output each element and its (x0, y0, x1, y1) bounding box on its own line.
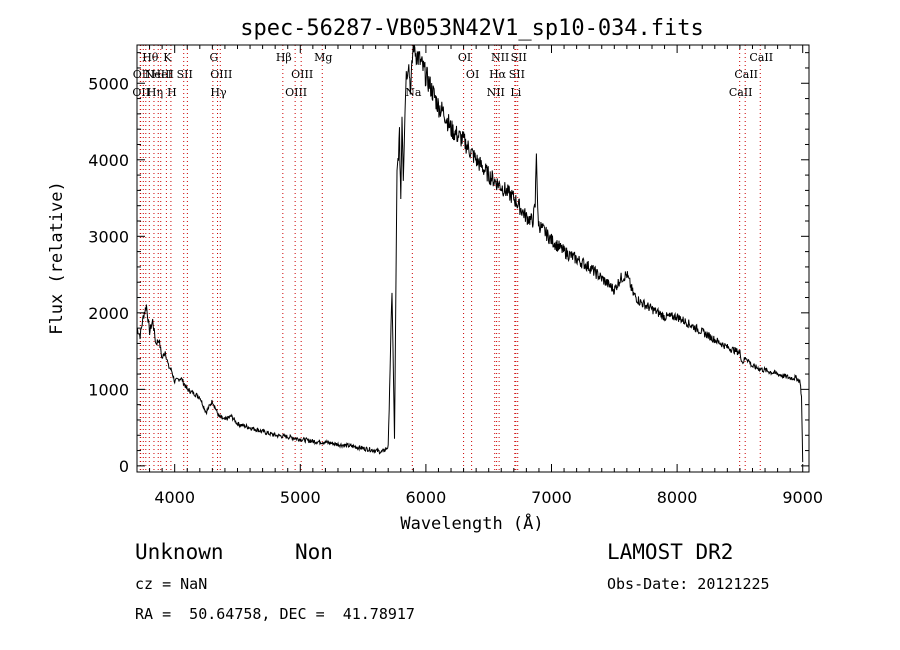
line-label: NII (491, 51, 509, 64)
line-label: CaII (749, 51, 773, 64)
y-tick-label: 1000 (88, 380, 129, 399)
ra-dec-coordinates: RA = 50.64758, DEC = 41.78917 (135, 605, 415, 623)
spectral-subclass: Non (295, 540, 333, 564)
line-label: OI (458, 51, 471, 64)
x-tick-label: 7000 (531, 488, 572, 507)
line-label: SII (509, 68, 525, 81)
plot-frame (136, 44, 810, 473)
line-label: HeI (152, 68, 172, 81)
y-tick-label: 0 (119, 457, 129, 476)
line-label: H (167, 86, 177, 99)
line-label: Hθ (142, 51, 159, 64)
y-tick-label: 4000 (88, 151, 129, 170)
line-label: Hγ (210, 86, 227, 99)
line-label: SII (177, 68, 193, 81)
line-label: OIII (210, 68, 232, 81)
y-tick-label: 3000 (88, 227, 129, 246)
survey-name: LAMOST DR2 (607, 540, 734, 564)
line-label: OI (466, 68, 479, 81)
line-label: Na (405, 86, 422, 99)
line-label: Hβ (276, 51, 292, 64)
line-marker-layer: OIIOIIHθHηNeIIIHeIKHSIIGHγOIIIHβOIIIOIII… (132, 45, 773, 472)
x-tick-label: 5000 (280, 488, 321, 507)
line-label: Mg (314, 51, 332, 64)
x-tick-label: 4000 (154, 488, 195, 507)
y-axis-label: Flux (relative) (47, 181, 67, 335)
tick-layer: 4000 5000 6000 7000 8000 9000 0 1000 2000 3000 400… (88, 45, 823, 507)
line-label: CaII (729, 86, 753, 99)
redshift-cz: cz = NaN (135, 575, 208, 593)
line-label: OIII (285, 86, 307, 99)
line-label: Hα (489, 68, 507, 81)
line-label: G (209, 51, 218, 64)
chart-title: spec-56287-VB053N42V1_sp10-034.fits (240, 16, 704, 41)
observation-date: Obs-Date: 20121225 (607, 575, 770, 593)
line-label: OIII (291, 68, 313, 81)
spectral-class: Unknown (135, 540, 224, 564)
line-label: Li (510, 86, 521, 99)
line-label: K (163, 51, 172, 64)
x-tick-label: 9000 (782, 488, 823, 507)
y-tick-label: 5000 (88, 74, 129, 93)
x-axis-label: Wavelength (Å) (400, 512, 543, 534)
y-tick-label: 2000 (88, 304, 129, 323)
line-label: Hη (147, 86, 163, 99)
spectrum-line (136, 44, 804, 463)
x-tick-label: 6000 (406, 488, 447, 507)
x-tick-label: 8000 (657, 488, 698, 507)
line-label: NII (487, 86, 505, 99)
line-label: CaII (734, 68, 758, 81)
line-label: SII (511, 51, 527, 64)
